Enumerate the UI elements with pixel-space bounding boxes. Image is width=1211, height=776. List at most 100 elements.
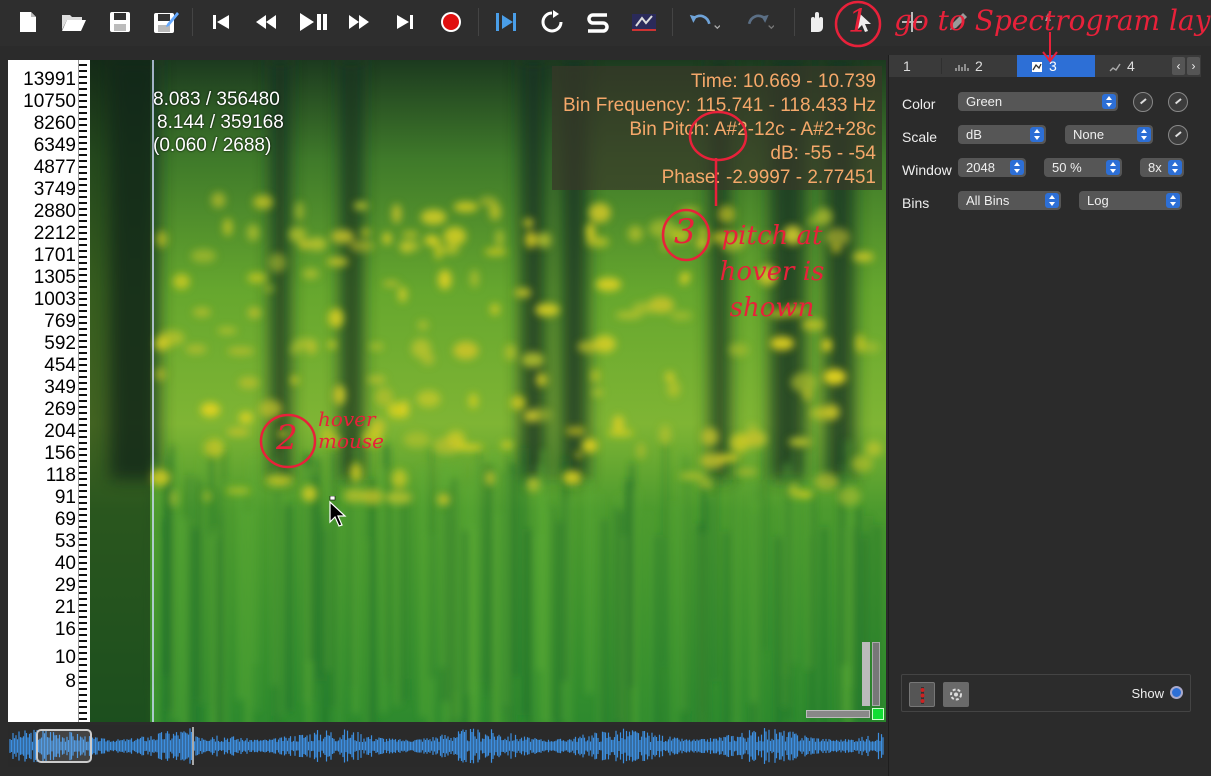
spectrogram-energy-blob (667, 380, 680, 398)
spectrogram-streak (324, 528, 328, 722)
piano-key (79, 700, 87, 702)
time-values-icon (1109, 63, 1121, 72)
spectrogram-streak (843, 440, 846, 666)
window-size-value: 2048 (966, 160, 995, 175)
zoom-reset-button[interactable] (872, 708, 884, 720)
spectrogram-energy-blob (203, 491, 212, 502)
spectrogram-streak (784, 505, 786, 707)
spectrogram-energy-blob (401, 231, 419, 238)
undo-icon[interactable] (688, 6, 720, 38)
overview-waveform[interactable] (8, 725, 886, 767)
fast-forward-icon[interactable] (343, 6, 375, 38)
spectrogram-energy-blob (495, 229, 504, 247)
overview-view-rectangle[interactable] (36, 729, 92, 763)
layer-color-button[interactable] (909, 682, 935, 707)
spectrogram-streak (656, 534, 659, 722)
window-overlap-select[interactable]: 50 % (1044, 158, 1122, 177)
spectrogram-streak (312, 475, 316, 702)
play-selection-icon[interactable] (490, 6, 522, 38)
spectrogram-energy-blob (258, 399, 283, 418)
chevron-updown-icon (1106, 160, 1120, 175)
piano-key (79, 148, 87, 150)
rewind-icon[interactable] (250, 6, 282, 38)
color-rotation-dial[interactable] (1133, 92, 1153, 112)
color-select[interactable]: Green (958, 92, 1118, 111)
window-size-select[interactable]: 2048 (958, 158, 1026, 177)
navigate-hand-icon[interactable] (800, 6, 832, 38)
spectrogram-streak (449, 468, 454, 722)
scale-select[interactable]: dB (958, 125, 1046, 144)
piano-key (79, 478, 87, 480)
piano-key (79, 226, 87, 228)
spectrogram-streak (255, 454, 258, 664)
spectrogram-energy-blob (717, 205, 736, 223)
layer-settings-button[interactable] (943, 682, 969, 707)
bins-select[interactable]: All Bins (958, 191, 1061, 210)
redo-icon[interactable] (742, 6, 774, 38)
spectrogram-energy-blob (302, 268, 319, 279)
spectrogram-pane[interactable]: 13991 10750 8260 6349 4877 3749 2880 2212 1701 13… (8, 60, 886, 722)
edit-pencil-icon[interactable] (942, 6, 974, 38)
spectrogram-streak (793, 448, 795, 664)
tab-scroll-left-icon[interactable]: ‹ (1172, 57, 1185, 75)
piano-key (79, 418, 87, 420)
move-tool-icon[interactable] (896, 6, 928, 38)
piano-key (79, 364, 87, 366)
draw-tool-icon[interactable] (1032, 6, 1064, 38)
spectrogram-energy-blob (403, 431, 430, 448)
spectrogram-energy-blob (468, 393, 479, 409)
new-document-icon[interactable] (12, 6, 44, 38)
tab-layer-2[interactable]: 2 (943, 55, 1017, 77)
piano-key (79, 556, 87, 558)
spectrogram-streak (394, 495, 399, 706)
spectrogram-streak (703, 498, 708, 722)
piano-key (79, 442, 87, 444)
select-arrow-icon[interactable] (848, 6, 880, 38)
tab-layer-3[interactable]: 3 (1017, 55, 1095, 77)
spectrogram-streak (354, 444, 358, 685)
save-icon[interactable] (104, 6, 136, 38)
save-as-icon[interactable] (150, 6, 182, 38)
piano-key (79, 64, 87, 66)
spectrogram-streak (850, 491, 853, 722)
tab-scroll-right-icon[interactable]: › (1187, 57, 1200, 75)
loop-icon[interactable] (536, 6, 568, 38)
bin-scale-select[interactable]: Log (1079, 191, 1182, 210)
skip-to-end-icon[interactable] (389, 6, 421, 38)
spectrogram-streak (485, 462, 488, 698)
open-folder-icon[interactable] (58, 6, 90, 38)
horizontal-zoom-slider[interactable] (806, 710, 870, 718)
gain-dial[interactable] (1168, 125, 1188, 145)
normalize-select[interactable]: None (1065, 125, 1153, 144)
tab-layer-4[interactable]: 4 (1095, 55, 1169, 77)
spectrogram-energy-blob (678, 472, 706, 480)
spectrogram-energy-blob (769, 336, 795, 351)
spectrogram-streak (502, 470, 505, 713)
spectrogram-energy-blob (398, 286, 408, 303)
skip-to-start-icon[interactable] (205, 6, 237, 38)
spectrogram-energy-blob (247, 307, 261, 319)
oversampling-select[interactable]: 8x (1140, 158, 1184, 177)
piano-key (79, 688, 87, 690)
tab-layer-1[interactable]: 1 (889, 55, 939, 77)
threshold-dial[interactable] (1168, 92, 1188, 112)
solo-icon[interactable] (582, 6, 614, 38)
vertical-zoom-control[interactable] (862, 642, 882, 710)
record-icon[interactable] (435, 6, 467, 38)
piano-key (79, 142, 87, 144)
spectrogram-energy-blob (788, 437, 812, 447)
playhead-cursor[interactable] (152, 60, 154, 722)
play-pause-icon[interactable] (297, 6, 329, 38)
show-toggle[interactable] (1170, 686, 1183, 699)
piano-key (79, 616, 87, 618)
monitor-icon[interactable] (628, 6, 660, 38)
window-label: Window (902, 162, 952, 178)
hover-line: 8.083 / 356480 (153, 89, 280, 110)
piano-key (79, 526, 87, 528)
spectrogram-energy-blob (226, 428, 250, 436)
spectrogram-energy-blob (588, 202, 611, 223)
spectrogram-streak (503, 465, 507, 706)
spectrogram-energy-blob (416, 390, 441, 408)
spectrogram-energy-blob (565, 426, 587, 436)
spectrogram-energy-blob (489, 202, 501, 221)
